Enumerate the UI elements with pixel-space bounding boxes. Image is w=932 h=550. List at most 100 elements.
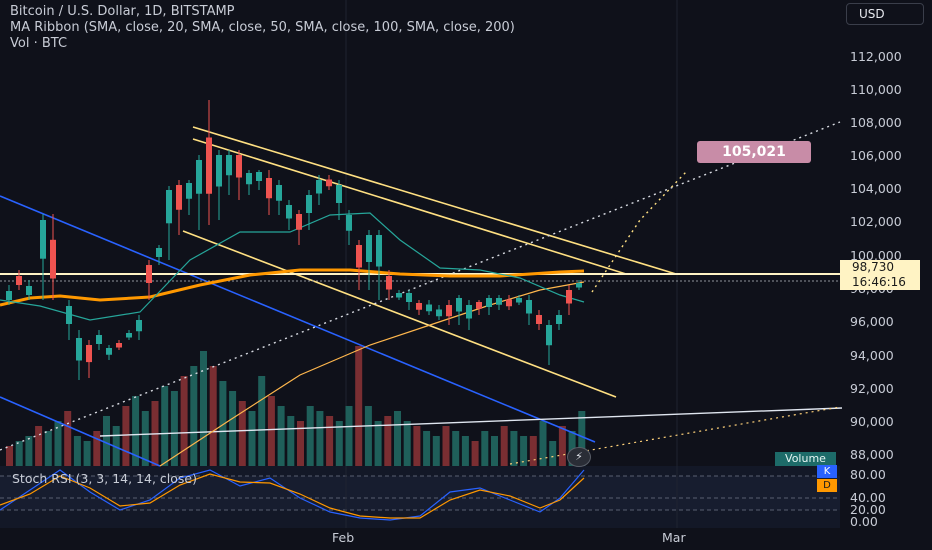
volume-bar: [161, 386, 169, 466]
candle-body: [96, 335, 102, 344]
volume-bar: [413, 426, 421, 466]
candle-body: [176, 185, 182, 210]
channel-upper-line: [192, 126, 677, 275]
currency-button[interactable]: USD: [846, 3, 924, 25]
volume-bar: [209, 366, 217, 466]
candle-body: [336, 185, 342, 203]
candle-body: [306, 195, 312, 213]
volume-indicator[interactable]: Vol · BTC: [10, 36, 68, 51]
candle-body: [226, 155, 232, 176]
candle-body: [86, 345, 92, 363]
volume-bar: [442, 426, 450, 466]
volume-bar: [219, 381, 227, 466]
volume-bar: [180, 376, 188, 466]
candle-body: [376, 235, 382, 267]
candle-body: [276, 185, 282, 201]
stoch-rsi-title[interactable]: Stoch RSI (3, 3, 14, 14, close): [12, 471, 197, 486]
price-label: 110,000: [850, 82, 902, 97]
symbol-title[interactable]: Bitcoin / U.S. Dollar, 1D, BITSTAMP: [10, 4, 235, 19]
price-label: 90,000: [850, 414, 894, 429]
volume-bar: [73, 436, 81, 466]
volume-bar: [491, 436, 498, 466]
stoch-k-line: [0, 469, 585, 521]
ma-20-line: [0, 212, 585, 321]
candle-body: [206, 137, 212, 194]
candle-body: [316, 180, 322, 194]
volume-bar: [520, 436, 528, 466]
price-label: 88,000: [850, 447, 894, 462]
volume-bar: [345, 406, 353, 466]
volume-bar: [510, 431, 518, 466]
price-label: 112,000: [850, 49, 902, 64]
volume-bar: [132, 396, 140, 466]
price-label: 106,000: [850, 148, 902, 163]
lightning-alert-icon[interactable]: ⚡: [567, 447, 591, 467]
volume-bar: [539, 421, 547, 466]
volume-bar: [384, 416, 392, 466]
volume-bar: [15, 441, 23, 466]
volume-bar: [64, 411, 72, 466]
volume-bar: [93, 431, 101, 466]
volume-bar: [258, 376, 266, 466]
volume-bar: [471, 441, 479, 466]
volume-bar: [432, 436, 440, 466]
volume-bar: [103, 416, 110, 466]
candle-body: [556, 315, 562, 324]
time-label: Mar: [662, 530, 686, 545]
volume-bar: [267, 396, 275, 466]
price-label: 94,000: [850, 348, 894, 363]
candle-body: [566, 290, 572, 304]
descending-trendline: [0, 195, 596, 443]
candle-body: [406, 293, 412, 302]
volume-bar: [452, 431, 460, 466]
candle-body: [286, 205, 292, 219]
candle-body: [576, 283, 582, 288]
volume-bar: [190, 366, 198, 466]
candle-body: [16, 276, 22, 285]
candle-body: [256, 172, 262, 181]
target-price-label[interactable]: 105,021: [697, 141, 811, 163]
volume-bar: [297, 421, 304, 466]
candle-body: [26, 286, 32, 295]
chart-legend: Bitcoin / U.S. Dollar, 1D, BITSTAMP MA R…: [10, 4, 515, 52]
volume-bar: [316, 411, 324, 466]
candle-body: [366, 235, 372, 262]
candle-body: [196, 160, 202, 194]
stoch-label: 80.00: [850, 467, 886, 482]
candle-body: [50, 239, 56, 279]
candle-body: [166, 190, 172, 224]
candle-body: [266, 178, 272, 199]
candle-body: [506, 299, 512, 307]
candle-body: [40, 220, 46, 259]
candle-body: [446, 305, 452, 317]
volume-bar: [238, 401, 246, 466]
stoch-label: 20.00: [850, 502, 886, 517]
volume-bar: [423, 431, 431, 466]
price-label: 96,000: [850, 314, 894, 329]
price-label: 108,000: [850, 115, 902, 130]
current-price: 98,730: [852, 260, 894, 274]
candle-body: [76, 338, 82, 361]
volume-bar: [326, 416, 334, 466]
volume-bar: [35, 426, 43, 466]
volume-bar: [355, 346, 363, 466]
volume-bar: [248, 411, 256, 466]
candle-body: [416, 303, 422, 310]
candle-body: [146, 265, 152, 283]
volume-bar: [403, 421, 411, 466]
candle-body: [186, 183, 192, 199]
candle-body: [246, 173, 252, 185]
candle-body: [296, 214, 302, 230]
volume-bar: [287, 416, 295, 466]
stoch-label: 40.00: [850, 490, 886, 505]
candle-body: [136, 320, 142, 332]
volume-bar: [558, 426, 566, 466]
ma-ribbon-indicator[interactable]: MA Ribbon (SMA, close, 20, SMA, close, 5…: [10, 20, 515, 35]
candle-body: [126, 333, 132, 338]
candle-body: [546, 325, 552, 346]
volume-bar: [277, 406, 285, 466]
lower-trendline: [0, 396, 161, 467]
projection-dotted-line: [0, 121, 841, 451]
volume-bar: [529, 436, 537, 466]
